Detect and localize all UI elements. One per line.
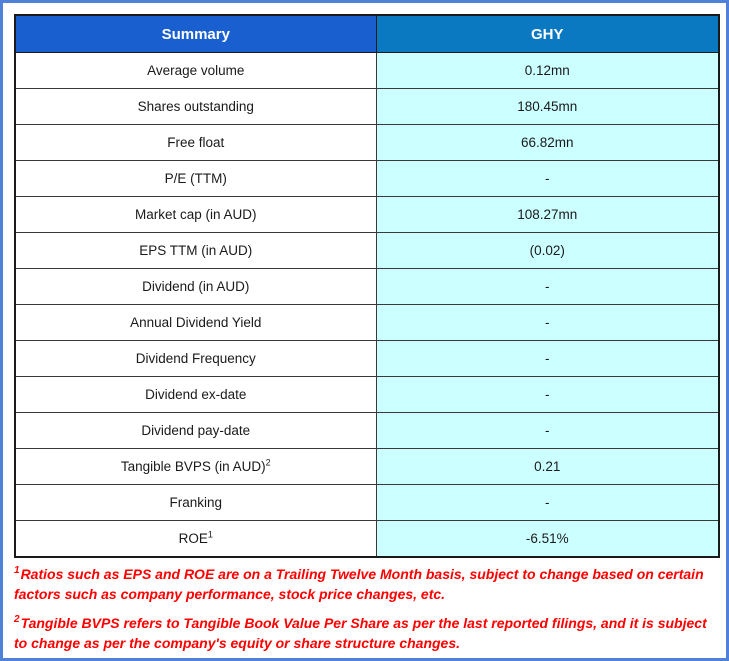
row-label-text: Free float — [167, 135, 225, 150]
row-label-cell: P/E (TTM) — [14, 160, 377, 197]
table-row: Dividend ex-date - — [14, 376, 720, 413]
row-label-cell: Shares outstanding — [14, 88, 377, 125]
row-label-cell: ROE1 — [14, 520, 377, 558]
table-row: Dividend (in AUD) - — [14, 268, 720, 305]
table-row: Free float 66.82mn — [14, 124, 720, 161]
row-label-text: Dividend ex-date — [145, 387, 247, 402]
table-row: Franking - — [14, 484, 720, 521]
row-value-cell: - — [375, 376, 720, 413]
table-row: Dividend Frequency - — [14, 340, 720, 377]
row-label-text: Market cap (in AUD) — [134, 207, 257, 222]
row-label-cell: Average volume — [14, 52, 377, 89]
row-label-cell: Franking — [14, 484, 377, 521]
row-label-cell: Market cap (in AUD) — [14, 196, 377, 233]
table-body: Average volume 0.12mn Shares outstanding 18… — [14, 52, 720, 558]
row-label-text: Dividend Frequency — [135, 351, 256, 366]
row-value-cell: (0.02) — [375, 232, 720, 269]
row-label-cell: Dividend (in AUD) — [14, 268, 377, 305]
row-label-cell: Annual Dividend Yield — [14, 304, 377, 341]
row-value-cell: 0.21 — [375, 448, 720, 485]
row-label-cell: Dividend ex-date — [14, 376, 377, 413]
summary-table: Summary GHY Average volume 0.12mn Shares o… — [14, 14, 720, 558]
row-value-cell: 108.27mn — [375, 196, 720, 233]
table-row: ROE1 -6.51% — [14, 520, 720, 558]
table-row: Tangible BVPS (in AUD)2 0.21 — [14, 448, 720, 485]
row-label-cell: Dividend Frequency — [14, 340, 377, 377]
row-value-cell: 66.82mn — [375, 124, 720, 161]
table-row: Dividend pay-date - — [14, 412, 720, 449]
column-header-summary: Summary — [14, 14, 377, 53]
table-row: EPS TTM (in AUD) (0.02) — [14, 232, 720, 269]
row-label-cell: EPS TTM (in AUD) — [14, 232, 377, 269]
row-value-cell: - — [375, 160, 720, 197]
content-area: Summary GHY Average volume 0.12mn Shares o… — [14, 14, 720, 651]
row-label-text: Tangible BVPS (in AUD) — [120, 459, 266, 474]
footnote: 1Ratios such as EPS and ROE are on a Tra… — [14, 565, 718, 605]
footnotes-section: 1Ratios such as EPS and ROE are on a Tra… — [14, 558, 718, 654]
row-label-cell: Free float — [14, 124, 377, 161]
row-value-cell: - — [375, 340, 720, 377]
row-value-cell: 0.12mn — [375, 52, 720, 89]
row-label-cell: Dividend pay-date — [14, 412, 377, 449]
row-value-cell: - — [375, 304, 720, 341]
table-row: P/E (TTM) - — [14, 160, 720, 197]
row-label-text: Annual Dividend Yield — [130, 315, 262, 330]
footnote-marker: 2 — [265, 457, 271, 468]
table-row: Market cap (in AUD) 108.27mn — [14, 196, 720, 233]
table-row: Average volume 0.12mn — [14, 52, 720, 89]
footnote: 2Tangible BVPS refers to Tangible Book V… — [14, 614, 718, 654]
footnote-marker: 1 — [14, 565, 20, 577]
row-value-cell: 180.45mn — [375, 88, 720, 125]
row-value-cell: -6.51% — [375, 520, 720, 558]
footnote-marker: 1 — [207, 529, 213, 540]
table-row: Annual Dividend Yield - — [14, 304, 720, 341]
row-label-text: P/E (TTM) — [164, 171, 227, 186]
table-header: Summary GHY — [14, 14, 720, 53]
row-label-text: Average volume — [147, 63, 245, 78]
footnote-marker: 2 — [14, 614, 20, 626]
row-label-text: Dividend (in AUD) — [142, 279, 250, 294]
footnote-text: Tangible BVPS refers to Tangible Book Va… — [14, 614, 707, 651]
row-label-text: ROE — [178, 531, 208, 546]
row-label-text: EPS TTM (in AUD) — [139, 243, 253, 258]
row-label-cell: Tangible BVPS (in AUD)2 — [14, 448, 377, 485]
row-value-cell: - — [375, 412, 720, 449]
row-label-text: Franking — [169, 495, 223, 510]
row-value-cell: - — [375, 484, 720, 521]
column-header-ticker: GHY — [375, 14, 720, 53]
table-header-row: Summary GHY — [14, 14, 720, 53]
row-value-cell: - — [375, 268, 720, 305]
row-label-text: Dividend pay-date — [141, 423, 251, 438]
footnote-text: Ratios such as EPS and ROE are on a Trai… — [14, 566, 704, 602]
row-label-text: Shares outstanding — [137, 99, 254, 114]
table-row: Shares outstanding 180.45mn — [14, 88, 720, 125]
